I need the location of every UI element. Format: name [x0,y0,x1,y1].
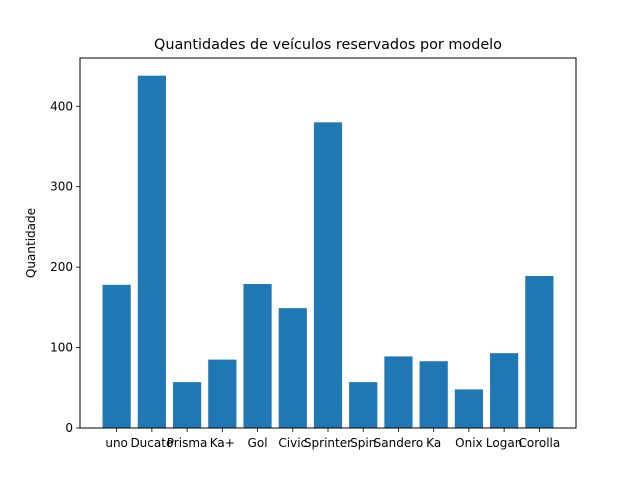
x-tick-label: Onix [455,436,483,450]
x-tick-label: Ka+ [210,436,235,450]
bar-gol [243,284,272,428]
y-tick-label: 0 [65,421,73,435]
x-tick-label: Spin [350,436,376,450]
bar-prisma [173,382,202,428]
x-tick-label: Ka [426,436,441,450]
bars-group [102,75,554,429]
bar-uno [102,284,131,428]
y-tick-label: 300 [50,180,73,194]
bar-civic [278,308,307,428]
x-tick-label: Ducato [130,436,173,450]
y-tick-label: 400 [50,99,73,113]
x-tick-label: Logan [486,436,522,450]
x-tick-label: Gol [248,436,268,450]
bar-corolla [525,275,554,428]
x-tick-label: Civic [278,436,307,450]
x-tick-label: Prisma [167,436,208,450]
bar-ducato [137,75,166,429]
bar-sprinter [313,122,343,428]
bar-ka- [208,359,237,428]
chart-title: Quantidades de veículos reservados por m… [154,37,502,53]
y-axis-label: Quantidade [24,208,38,278]
bar-sandero [384,356,413,428]
y-axis-ticks: 0 100 200 300 400 [50,99,80,435]
x-tick-label: Corolla [518,436,560,450]
bar-logan [490,353,519,428]
x-tick-label: Sprinter [304,436,352,450]
x-tick-label: Sandero [374,436,424,450]
bar-spin [349,382,378,428]
y-tick-label: 200 [50,260,73,274]
y-tick-label: 100 [50,341,73,355]
plot-frame [79,57,577,429]
bar-ka [419,361,448,428]
x-tick-label: uno [105,436,128,450]
bar-onix [454,389,483,428]
